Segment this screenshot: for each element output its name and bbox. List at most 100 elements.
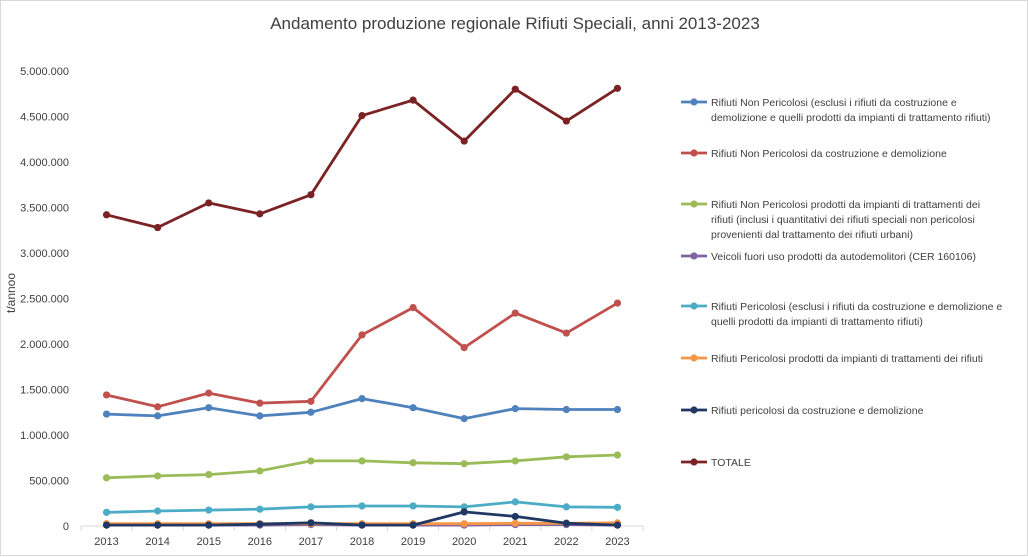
legend-label: Rifiuti Non Pericolosi prodotti da impia… [711, 199, 980, 211]
x-tick-label: 2017 [299, 536, 323, 548]
data-point [154, 507, 162, 515]
data-point [256, 505, 264, 513]
series-group [102, 299, 622, 411]
data-point [154, 412, 162, 420]
legend-swatch-marker [690, 302, 698, 310]
data-point [613, 405, 622, 414]
data-point [358, 395, 366, 403]
data-point [205, 506, 213, 514]
legend-swatch-marker [690, 354, 698, 362]
data-point [256, 399, 264, 407]
legend-swatch-marker [690, 149, 698, 157]
data-point [613, 521, 622, 529]
data-point [358, 502, 366, 510]
legend-item: Veicoli fuori uso prodotti da autodemoli… [681, 251, 976, 263]
data-point [511, 457, 519, 465]
data-point [307, 408, 315, 416]
data-point [256, 520, 264, 528]
data-point [562, 453, 570, 461]
x-tick-label: 2015 [196, 536, 220, 548]
data-point [205, 199, 213, 207]
legend: Rifiuti Non Pericolosi (esclusi i rifiut… [681, 97, 1002, 469]
y-tick-label: 4.000.000 [20, 157, 69, 169]
y-tick-label: 500.000 [29, 476, 69, 488]
series-layer [102, 84, 622, 529]
y-tick-label: 5.000.000 [20, 66, 69, 78]
y-tick-label: 0 [63, 521, 69, 533]
data-point [256, 412, 264, 420]
series-line [106, 301, 619, 409]
y-tick-label: 2.500.000 [20, 294, 69, 306]
data-point [460, 415, 468, 423]
series-group [102, 451, 622, 482]
x-tick-label: 2018 [350, 536, 374, 548]
legend-item: Rifiuti Pericolosi (esclusi i rifiuti da… [681, 301, 1002, 328]
series-group [102, 508, 622, 529]
legend-item: Rifiuti Pericolosi prodotti da impianti … [681, 353, 983, 365]
y-tick-label: 1.000.000 [20, 430, 69, 442]
y-tick-label: 1.500.000 [20, 385, 69, 397]
y-tick-label: 4.500.000 [20, 112, 69, 124]
data-point [409, 521, 417, 529]
data-point [613, 299, 622, 307]
data-point [154, 403, 162, 411]
series-group [102, 84, 622, 232]
data-point [102, 508, 111, 516]
chart-title: Andamento produzione regionale Rifiuti S… [270, 14, 760, 33]
data-point [256, 210, 264, 218]
data-point [102, 521, 111, 529]
data-point [154, 521, 162, 529]
data-point [409, 459, 417, 467]
data-point [460, 137, 468, 145]
data-point [307, 457, 315, 465]
data-point [562, 329, 570, 337]
data-point [102, 410, 111, 418]
data-point [409, 96, 417, 104]
x-tick-label: 2023 [605, 536, 629, 548]
legend-item: Rifiuti pericolosi da costruzione e demo… [681, 405, 924, 417]
data-point [409, 304, 417, 312]
legend-swatch-marker [690, 252, 698, 260]
data-point [307, 191, 315, 199]
legend-item: TOTALE [681, 457, 751, 469]
legend-item: Rifiuti Non Pericolosi (esclusi i rifiut… [681, 97, 991, 124]
x-tick-label: 2021 [503, 536, 527, 548]
legend-swatch-marker [690, 458, 698, 466]
data-point [562, 117, 570, 125]
data-point [358, 457, 366, 465]
y-axis-label: t/annoo [4, 273, 18, 313]
data-point [154, 223, 162, 232]
data-point [562, 405, 570, 414]
data-point [205, 521, 213, 529]
x-tick-label: 2016 [248, 536, 272, 548]
data-point [511, 85, 519, 93]
data-point [460, 503, 468, 511]
legend-item: Rifiuti Non Pericolosi prodotti da impia… [681, 199, 980, 241]
data-point [511, 405, 519, 413]
data-point [256, 467, 264, 475]
data-point [562, 503, 570, 511]
y-tick-label: 3.500.000 [20, 203, 69, 215]
x-tick-label: 2020 [452, 536, 476, 548]
axes-layer: 0 500.000 1.000.000 1.500.000 2.000.000 2.500… [20, 66, 644, 548]
legend-label: Rifiuti Non Pericolosi da costruzione e … [711, 148, 947, 160]
legend-label: Rifiuti Pericolosi (esclusi i rifiuti da… [711, 301, 1002, 313]
data-point [102, 211, 111, 219]
data-point [154, 472, 162, 480]
data-point [307, 397, 315, 405]
legend-label: Veicoli fuori uso prodotti da autodemoli… [711, 251, 976, 263]
data-point [613, 84, 622, 92]
legend-label: TOTALE [711, 457, 751, 469]
legend-label: demolizione e quelli prodotti da impiant… [711, 112, 991, 124]
legend-swatch-marker [690, 406, 698, 414]
series-group [102, 395, 622, 423]
data-point [460, 520, 468, 528]
data-point [102, 474, 111, 482]
legend-label: provenienti dal trattamento dei rifiuti … [711, 229, 913, 241]
series-group [102, 498, 622, 516]
data-point [511, 498, 519, 506]
data-point [511, 519, 519, 527]
data-point [409, 404, 417, 412]
